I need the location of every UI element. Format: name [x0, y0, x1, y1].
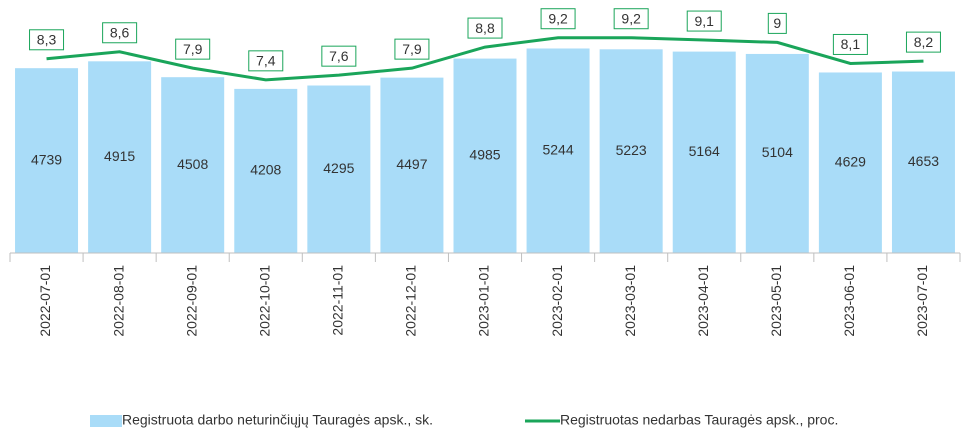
- bar: [88, 61, 152, 253]
- bar-value-label: 5164: [689, 143, 720, 159]
- line-label-box: [29, 29, 65, 51]
- line-value-label: 9: [773, 15, 781, 31]
- legend-label: Registruotas nedarbas Tauragės apsk., pr…: [560, 412, 838, 428]
- x-tick-label: 2023-07-01: [914, 265, 930, 337]
- legend-label: Registruota darbo neturinčiųjų Tauragės …: [122, 412, 433, 428]
- bar-value-label: 4739: [31, 151, 62, 167]
- bar: [745, 53, 809, 253]
- line-label-box: [832, 33, 868, 55]
- line-value-label: 8,1: [841, 36, 861, 52]
- line-label-box: [248, 50, 284, 72]
- line-label-box: [394, 38, 430, 60]
- line-label-box: [767, 12, 787, 34]
- x-tick-label: 2022-12-01: [403, 265, 419, 337]
- bar: [672, 51, 736, 253]
- bar-value-label: 5244: [542, 141, 573, 157]
- x-tick-label: 2023-01-01: [476, 265, 492, 337]
- line-value-label: 9,2: [621, 10, 641, 26]
- bar-value-label: 5223: [616, 142, 647, 158]
- bar-value-label: 4915: [104, 148, 135, 164]
- line-label-box: [102, 22, 138, 44]
- x-tick-label: 2022-11-01: [330, 265, 346, 336]
- x-tick-label: 2022-10-01: [256, 265, 272, 337]
- x-tick-label: 2023-06-01: [841, 265, 857, 337]
- bar-value-label: 5104: [762, 144, 793, 160]
- x-tick-label: 2023-05-01: [768, 265, 784, 337]
- bar: [161, 77, 225, 253]
- bar: [599, 49, 663, 253]
- bar-value-label: 4653: [908, 153, 939, 169]
- line-value-label: 8,8: [475, 20, 495, 36]
- line-value-label: 7,6: [329, 48, 349, 64]
- bar: [526, 48, 590, 253]
- line-label-box: [613, 8, 649, 30]
- line-value-label: 7,9: [402, 41, 422, 57]
- line-label-box: [321, 45, 357, 67]
- x-tick-label: 2023-02-01: [549, 265, 565, 337]
- line-label-box: [540, 8, 576, 30]
- line-label-box: [686, 10, 722, 32]
- line-value-label: 7,9: [183, 41, 203, 57]
- bar-value-label: 4208: [250, 162, 281, 178]
- bar: [234, 88, 298, 253]
- x-tick-label: 2023-03-01: [622, 265, 638, 337]
- line-value-label: 9,1: [694, 13, 714, 29]
- x-tick-label: 2022-09-01: [183, 265, 199, 337]
- x-tick-label: 2023-04-01: [695, 265, 711, 337]
- bar: [15, 68, 79, 253]
- line-label-box: [467, 17, 503, 39]
- bar: [380, 77, 444, 253]
- line-value-label: 9,2: [548, 10, 568, 26]
- line-value-label: 8,6: [110, 24, 130, 40]
- bar-value-label: 4629: [835, 153, 866, 169]
- x-tick-label: 2022-08-01: [110, 265, 126, 337]
- legend-swatch: [90, 415, 122, 427]
- bar: [453, 58, 517, 254]
- bar-value-label: 4295: [323, 160, 354, 176]
- bar: [307, 85, 371, 254]
- bar-value-label: 4497: [396, 156, 427, 172]
- line-series: [46, 36, 924, 82]
- bar-value-label: 4985: [469, 146, 500, 162]
- line-value-label: 8,2: [914, 34, 934, 50]
- bar: [891, 71, 955, 254]
- line-value-label: 8,3: [37, 31, 57, 47]
- line-value-label: 7,4: [256, 53, 276, 69]
- line-label-box: [175, 38, 211, 60]
- line-label-box: [905, 31, 941, 53]
- bar-value-label: 4508: [177, 156, 208, 172]
- bar: [818, 72, 882, 254]
- x-tick-label: 2022-07-01: [37, 265, 53, 337]
